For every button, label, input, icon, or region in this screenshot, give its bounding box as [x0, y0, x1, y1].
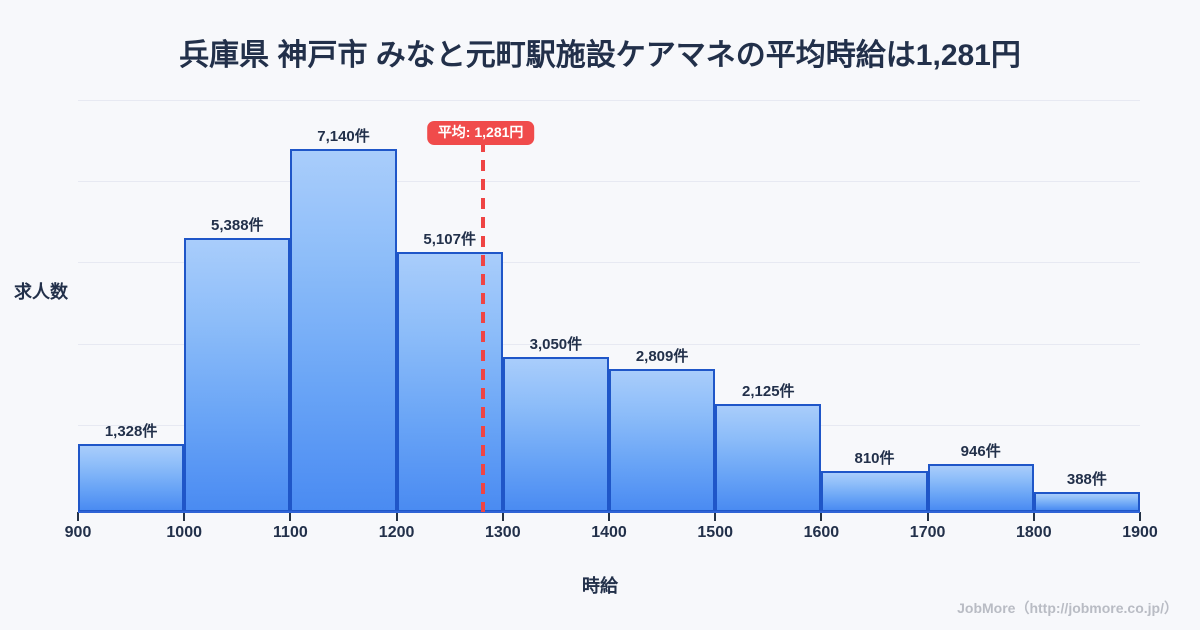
average-line: 平均: 1,281円 — [426, 121, 535, 512]
x-tick-label: 1000 — [166, 524, 202, 541]
gridline — [78, 100, 1140, 101]
x-tick-label: 1500 — [697, 524, 733, 541]
bar — [502, 356, 609, 512]
y-axis-title: 求人数 — [14, 282, 68, 302]
x-tick-mark — [608, 512, 610, 521]
x-tick-label: 1400 — [591, 524, 627, 541]
x-tick-mark — [289, 512, 292, 521]
bar-value-label: 2,809件 — [635, 348, 689, 366]
plot-area: 1,328件 5,388件 7,140件 5,107件 3,050件 2,809件 2,12… — [65, 100, 1158, 541]
bar-value-label: 5,107件 — [423, 231, 476, 249]
bar-value-label: 7,140件 — [317, 127, 370, 145]
x-tick-label: 1200 — [378, 524, 415, 541]
x-tick-label: 1700 — [909, 524, 946, 541]
bar-value-label: 388件 — [1066, 471, 1107, 489]
bar — [1033, 492, 1140, 512]
x-tick-label: 1100 — [273, 524, 308, 541]
gridline — [78, 344, 1140, 345]
bar-value-label: 3,050件 — [529, 335, 583, 353]
x-tick-mark — [183, 512, 186, 521]
x-axis-title: 時給 — [582, 576, 618, 596]
bar — [821, 470, 928, 512]
average-badge: 平均: 1,281円 — [426, 121, 535, 146]
x-axis-line — [78, 511, 1140, 513]
x-tick-mark — [1139, 512, 1141, 521]
bar — [78, 444, 185, 512]
x-tick-label: 1900 — [1122, 524, 1158, 541]
bar — [184, 237, 291, 512]
gridline — [78, 181, 1140, 182]
footer-credit: JobMore（http://jobmore.co.jp/） — [957, 600, 1178, 616]
x-tick-mark — [395, 512, 398, 521]
x-tick-mark — [1032, 512, 1035, 521]
x-tick-mark — [820, 512, 823, 521]
bar — [396, 252, 503, 512]
x-tick-label: 1600 — [803, 524, 840, 541]
x-tick-label: 900 — [64, 524, 92, 541]
bar-value-label: 1,328件 — [104, 423, 158, 441]
x-tick-mark — [714, 512, 717, 521]
chart-title: 兵庫県 神戸市 みなと元町駅施設ケアマネの平均時給は1,281円 — [179, 39, 1021, 72]
x-tick-mark — [926, 512, 929, 521]
bar — [927, 463, 1034, 512]
bar-value-label: 5,388件 — [211, 216, 264, 234]
bar — [609, 369, 716, 512]
x-tick-mark — [77, 512, 79, 521]
bar — [715, 403, 822, 512]
bar-value-label: 946件 — [960, 442, 1001, 460]
bar — [290, 148, 397, 512]
x-tick-label: 1800 — [1016, 524, 1052, 541]
bar-value-label: 810件 — [854, 449, 895, 467]
x-tick-label: 1300 — [485, 524, 521, 541]
gridline — [78, 262, 1140, 263]
bar-value-label: 2,125件 — [742, 382, 795, 400]
x-tick-mark — [501, 512, 504, 521]
